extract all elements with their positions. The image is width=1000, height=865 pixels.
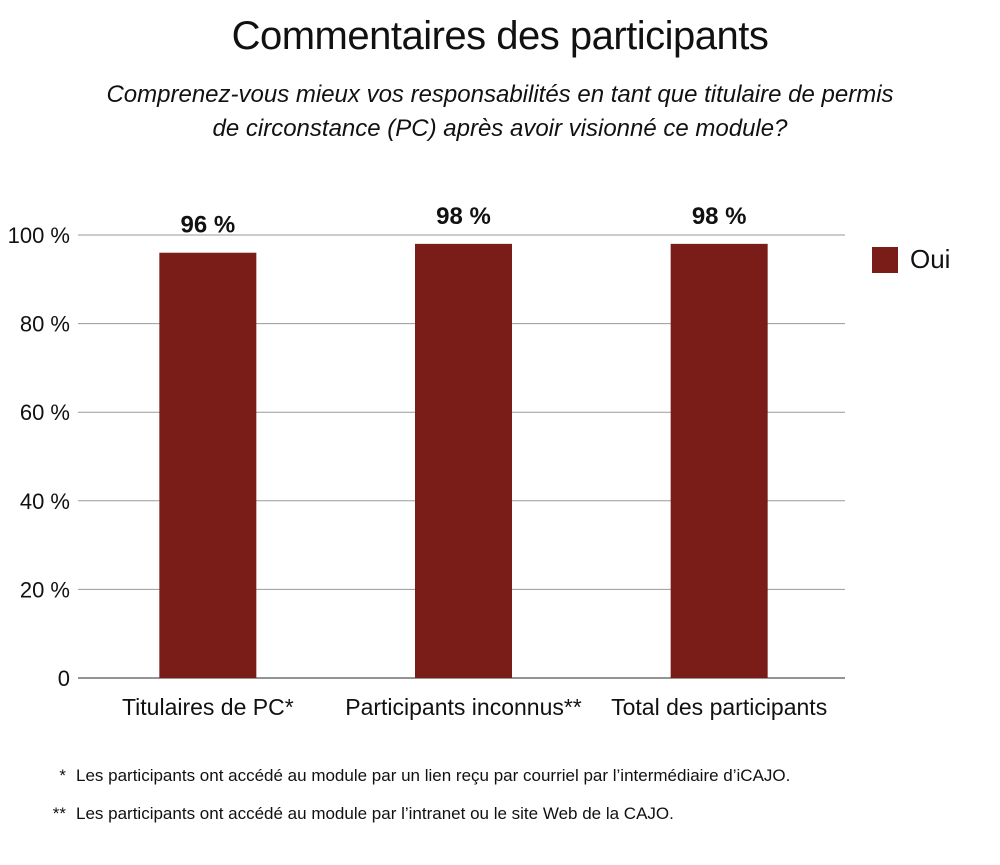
bar-3 — [671, 244, 768, 678]
y-tick-label: 60 % — [20, 400, 70, 425]
footnote-2: ** Les participants ont accédé au module… — [30, 804, 790, 842]
legend: Oui — [872, 244, 950, 275]
data-label: 98 % — [692, 203, 747, 230]
data-label: 96 % — [180, 212, 235, 239]
y-tick-label: 40 % — [20, 489, 70, 514]
footnote-1-text: Les participants ont accédé au module pa… — [76, 766, 790, 786]
bar-chart: 0 20 % 40 % 60 % 80 % 100 % 96 % 98 % 98 % Titu… — [0, 0, 1000, 865]
y-axis-labels: 0 20 % 40 % 60 % 80 % 100 % — [8, 223, 70, 691]
bar-1 — [159, 253, 256, 678]
footnotes: * Les participants ont accédé au module … — [30, 766, 790, 842]
x-tick-label: Total des participants — [611, 694, 827, 720]
y-tick-label: 80 % — [20, 312, 70, 337]
x-tick-label: Participants inconnus** — [345, 694, 582, 720]
bar-2 — [415, 244, 512, 678]
y-tick-label: 20 % — [20, 577, 70, 602]
footnote-2-text: Les participants ont accédé au module pa… — [76, 804, 674, 824]
legend-label-oui: Oui — [910, 244, 950, 275]
footnote-1-mark: * — [30, 766, 76, 786]
legend-swatch-oui — [872, 247, 898, 273]
bars — [159, 244, 767, 678]
x-tick-label: Titulaires de PC* — [122, 694, 294, 720]
x-axis-labels: Titulaires de PC* Participants inconnus**… — [122, 694, 827, 720]
footnote-1: * Les participants ont accédé au module … — [30, 766, 790, 804]
data-label: 98 % — [436, 203, 491, 230]
y-tick-label: 0 — [58, 666, 70, 691]
data-labels: 96 % 98 % 98 % — [180, 203, 746, 239]
footnote-2-mark: ** — [30, 804, 76, 824]
y-tick-label: 100 % — [8, 223, 70, 248]
